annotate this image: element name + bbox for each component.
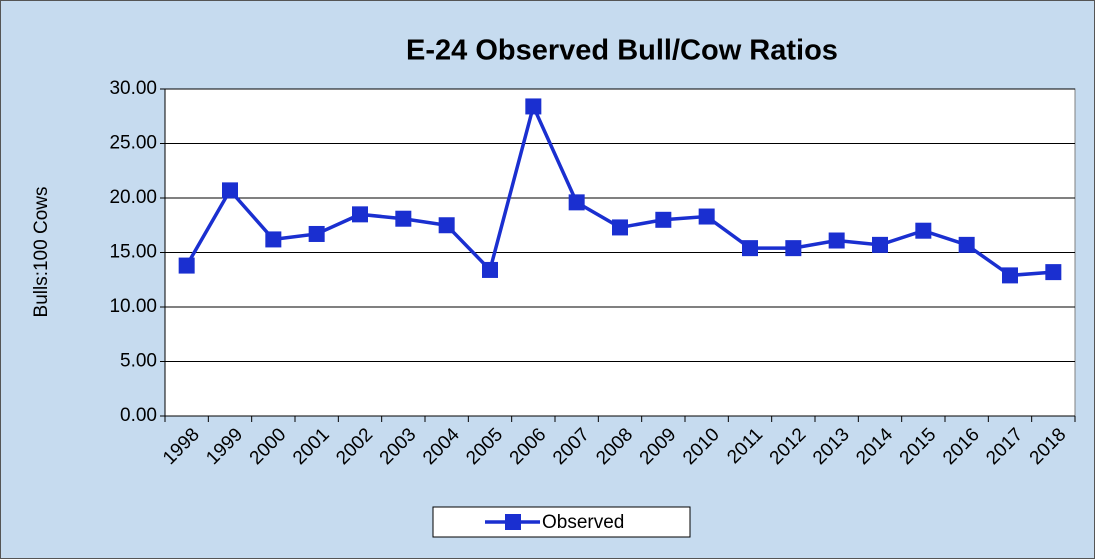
chart-title: E-24 Observed Bull/Cow Ratios xyxy=(406,35,838,67)
marker xyxy=(482,261,498,278)
y-tick-label: 0.00 xyxy=(120,405,157,426)
marker xyxy=(915,222,932,239)
marker xyxy=(395,210,412,227)
marker xyxy=(828,232,845,249)
marker xyxy=(655,211,672,228)
legend-box xyxy=(432,506,691,538)
marker xyxy=(612,219,628,236)
y-tick-label: 10.00 xyxy=(109,296,157,317)
marker xyxy=(352,206,368,223)
marker xyxy=(568,194,585,211)
marker xyxy=(1002,267,1018,284)
marker xyxy=(308,225,325,242)
marker xyxy=(785,240,802,257)
y-tick-label: 15.00 xyxy=(109,242,157,263)
legend-marker xyxy=(505,514,521,530)
y-tick-label: 5.00 xyxy=(120,351,157,372)
legend-label: Observed xyxy=(542,512,624,533)
marker xyxy=(178,257,195,274)
marker xyxy=(438,217,455,234)
marker xyxy=(222,182,238,199)
y-tick-label: 25.00 xyxy=(109,133,157,154)
marker xyxy=(742,240,758,257)
marker xyxy=(525,98,542,115)
y-tick-label: 20.00 xyxy=(109,187,157,208)
marker xyxy=(872,236,888,253)
marker xyxy=(958,236,975,253)
y-tick-label: 30.00 xyxy=(109,78,157,99)
y-axis-label: Bulls:100 Cows xyxy=(31,187,52,318)
marker xyxy=(1045,264,1062,281)
marker xyxy=(265,231,282,248)
marker xyxy=(698,208,715,225)
